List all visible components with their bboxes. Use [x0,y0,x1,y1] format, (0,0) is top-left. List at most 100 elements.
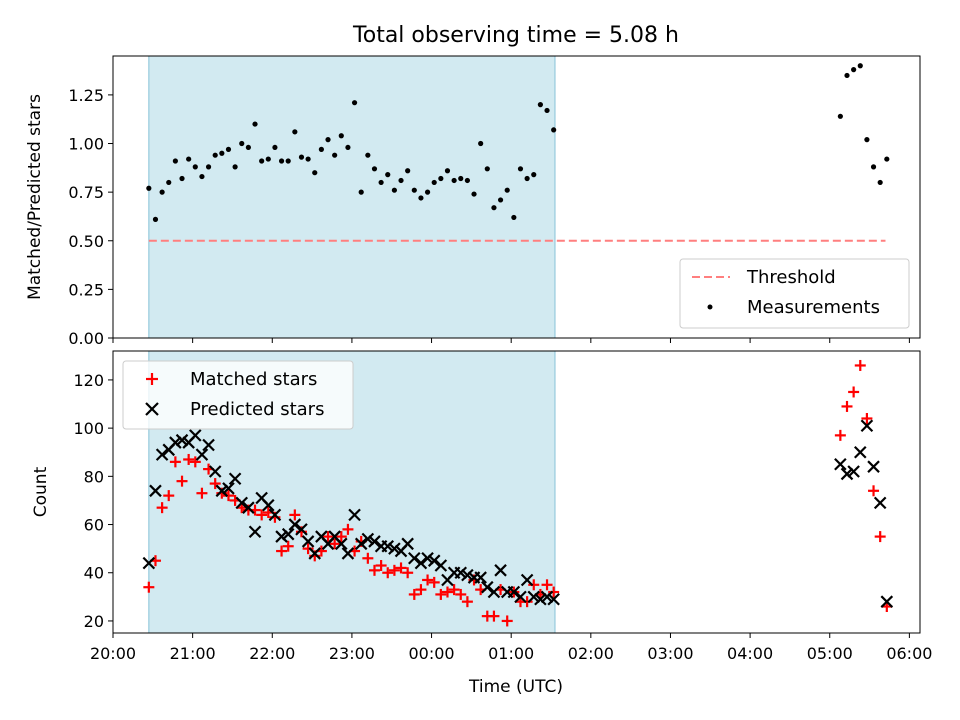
predicted-star-point [189,429,202,442]
measurement-point [272,144,278,151]
predicted-star-point [867,460,880,473]
matched-star-point [362,552,374,564]
predicted-star-point [873,496,887,510]
measurement-point [205,164,212,170]
matched-star-point [256,509,268,521]
predicted-star-point [860,419,874,432]
legend-matched-label: Matched stars [190,369,317,390]
measurement-point [312,170,318,176]
top-y-tick-label: 0.00 [68,329,104,348]
predicted-star-point [202,438,215,452]
predicted-star-point [401,537,414,551]
measurement-point [179,175,185,182]
bottom-y-tick-label: 20 [84,612,104,631]
bottom-x-tick-label: 23:00 [329,644,375,663]
bottom-x-tick-label: 04:00 [727,644,773,663]
predicted-star-point [242,501,255,514]
matched-star-point [342,523,354,535]
matched-star-point [834,429,846,441]
bottom-y-tick-label: 100 [73,419,104,438]
top-legend: Threshold Measurements [679,258,910,329]
measurement-point [424,189,431,195]
legend-measurements-swatch [707,304,713,310]
matched-star-point [395,562,407,574]
bottom-x-tick-label: 01:00 [488,644,534,663]
matched-star-point [302,543,314,555]
predicted-star-point [288,518,302,531]
matched-star-point [848,386,860,398]
predicted-star-point [169,436,182,449]
top-y-tick-label: 0.25 [68,280,104,299]
predicted-star-point [215,484,229,498]
matched-star-point [448,584,460,596]
bottom-x-tick-label: 22:00 [249,644,295,663]
predicted-star-point [381,539,395,553]
measurement-point [857,63,863,69]
measurement-point [405,168,411,174]
matched-star-point [222,490,234,502]
matched-star-point [422,574,434,586]
bottom-x-tick-label: 00:00 [408,644,454,663]
predicted-star-point [540,590,554,604]
measurement-point [345,144,351,151]
predicted-star-point [461,568,474,582]
measurement-point [537,102,543,108]
predicted-star-point [335,537,348,551]
predicted-star-point [481,580,494,594]
predicted-star-point [308,547,322,560]
bottom-x-axis: 20:00 21:00 22:00 23:00 00:00 01:00 02:00 03:00… [90,633,932,663]
predicted-star-point [507,585,521,599]
bottom-y-tick-label: 40 [84,564,104,583]
bottom-legend: Matched stars Predicted stars [122,360,354,430]
measurement-point [531,172,537,178]
measurement-point [245,144,251,151]
matched-star-point [289,509,301,521]
top-legend-box [679,258,910,329]
top-y-axis: 0.00 0.25 0.50 0.75 1.00 1.25 [68,86,113,348]
matched-star-point [163,490,175,502]
measurement-point [186,156,192,162]
predicted-star-point [514,590,527,604]
predicted-star-point [175,433,189,447]
measurement-point [318,146,324,152]
matched-star-point [189,456,201,468]
predicted-star-point [454,566,468,580]
predicted-star-point [427,554,441,567]
predicted-star-point [354,537,368,551]
matched-star-point [541,579,553,591]
top-y-tick-label: 0.50 [68,232,104,251]
bottom-x-axis-label: Time (UTC) [468,677,563,697]
measurement-point [478,140,484,147]
matched-star-point [428,576,440,588]
predicted-star-point [487,585,501,599]
predicted-star-point [248,525,262,539]
matched-star-point [282,540,294,552]
measurement-point [391,187,397,193]
top-axes-frame [112,55,921,339]
predicted-star-point [368,535,381,548]
measurement-point [146,185,152,191]
measurement-point [844,72,850,79]
measurement-point [239,140,245,147]
matched-star-point [183,453,195,465]
measurement-point [265,156,271,162]
matched-star-point [408,588,420,600]
measurement-point [458,175,464,182]
matched-star-point [402,567,414,579]
measurement-point [252,121,258,127]
predicted-star-point [853,445,867,459]
measurement-point [398,177,404,184]
predicted-star-point [348,508,361,522]
predicted-star-point [262,498,275,512]
matched-star-point [322,531,334,543]
predicted-star-point [295,523,308,536]
measurement-point [232,164,238,170]
bottom-x-tick-label: 03:00 [647,644,693,663]
matched-star-point [276,545,288,557]
bottom-y-tick-label: 60 [84,516,104,535]
measurement-point [199,173,205,180]
matched-star-point [521,596,533,608]
predicted-star-point [301,535,315,548]
matched-star-point [368,564,380,576]
matched-star-point [382,567,394,579]
